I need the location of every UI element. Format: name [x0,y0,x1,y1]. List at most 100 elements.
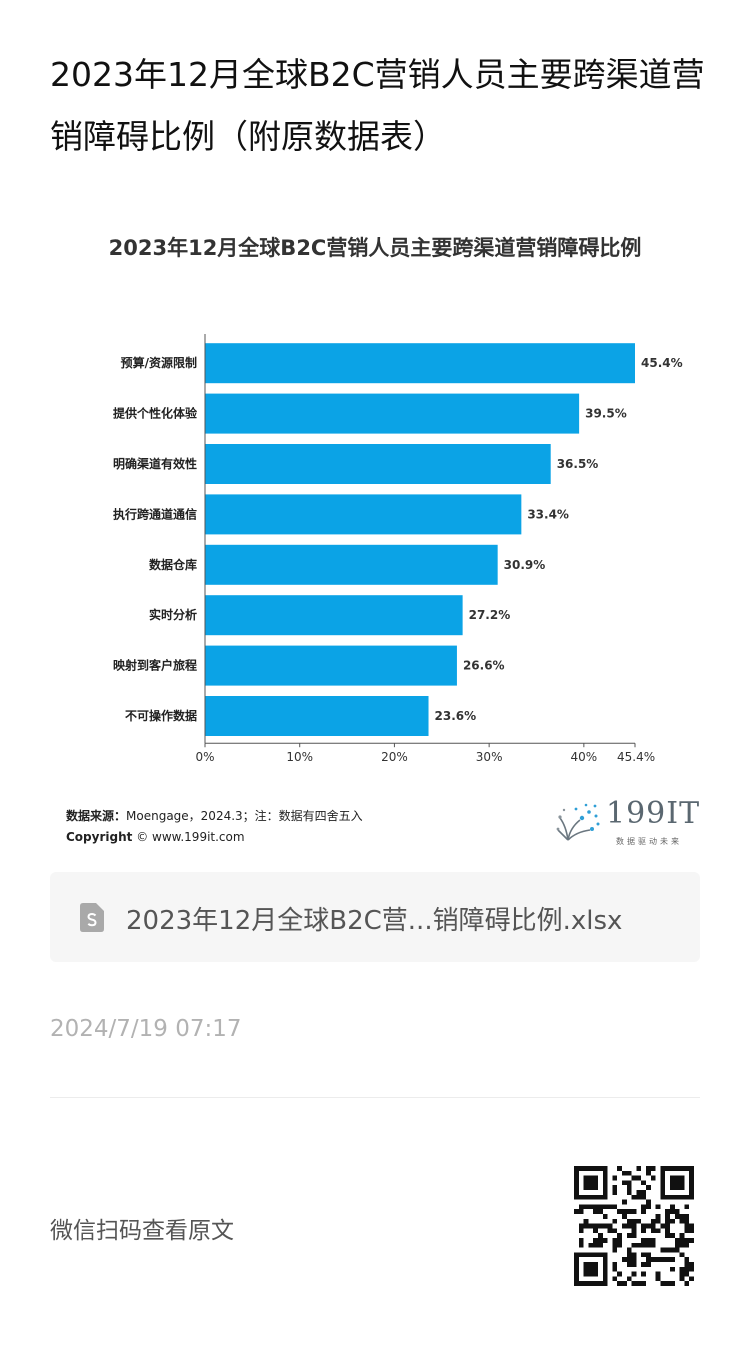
qr-module [602,1214,608,1219]
qr-module [626,1190,632,1195]
qr-module [583,1223,589,1229]
qr-module [650,1242,656,1248]
qr-module [684,1238,690,1243]
qr-module [593,1204,598,1210]
qr-module [665,1218,670,1224]
qr-module [684,1242,690,1248]
qr-module [670,1209,675,1214]
qr-module [660,1257,666,1262]
qr-module [626,1180,632,1186]
qr-module [670,1204,675,1210]
qr-module [646,1223,651,1229]
qr-module [583,1204,589,1210]
qr-code-icon[interactable] [574,1166,694,1286]
qr-module [674,1247,680,1253]
qr-module [641,1242,646,1248]
qr-module [679,1276,685,1282]
qr-module [626,1276,632,1282]
chart-source: 数据来源：Moengage，2024.3；注：数据有四舍五入 Copyright… [66,806,363,848]
qr-module [646,1262,651,1267]
qr-module [665,1257,670,1262]
qr-module [631,1194,637,1200]
qr-module [646,1252,651,1258]
qr-module [641,1180,646,1186]
qr-module [646,1204,651,1210]
category-label: 明确渠道有效性 [113,456,197,471]
qr-module [612,1185,618,1190]
qr-module [631,1271,637,1277]
category-label: 预算/资源限制 [121,355,197,370]
bar [205,595,463,636]
qr-module [607,1228,613,1234]
qr-module [631,1252,637,1258]
qr-module [631,1175,637,1181]
qr-module [612,1242,618,1248]
qr-module [679,1242,685,1248]
qr-module [612,1218,618,1224]
qr-module [665,1281,670,1286]
qr-module [617,1209,622,1214]
qr-module [655,1271,661,1277]
qr-module [612,1238,618,1243]
divider [50,1097,700,1098]
category-label: 映射到客户旅程 [113,658,197,673]
qr-module [578,1228,584,1234]
qr-module [674,1209,680,1214]
qr-module [617,1281,622,1286]
qr-module [670,1266,675,1272]
qr-module [626,1247,632,1253]
qr-module [641,1194,646,1200]
qr-module [626,1233,632,1238]
qr-module [617,1166,622,1171]
qr-module [622,1281,627,1286]
qr-module [646,1238,651,1243]
qr-module [588,1223,594,1229]
qr-module [626,1252,632,1258]
qr-module [646,1199,651,1205]
qr-module [670,1257,675,1262]
qr-module [622,1209,627,1214]
qr-module [650,1228,656,1234]
qr-module [679,1218,685,1224]
category-label: 实时分析 [149,607,197,622]
qr-module [641,1190,646,1195]
qr-module [650,1166,656,1171]
logo-subtitle: 数据驱动未来 [616,837,682,846]
qr-module [655,1204,661,1210]
qr-module [636,1242,642,1248]
qr-module [593,1228,598,1234]
qr-module [617,1238,622,1243]
qr-module [641,1209,646,1214]
data-label: 30.9% [504,558,546,572]
bar [205,444,551,484]
qr-module [670,1247,675,1253]
attachment-file-name[interactable]: 2023年12月全球B2C营...销障碍比例.xlsx [126,906,623,936]
category-label: 执行跨通道通信 [113,506,197,521]
qr-module [598,1209,603,1214]
qr-module [612,1228,618,1234]
qr-module [636,1218,642,1224]
data-label: 39.5% [585,407,627,421]
qr-module [684,1266,690,1272]
qr-module [665,1214,670,1219]
qr-module [612,1276,618,1282]
qr-module [598,1242,603,1248]
qr-module [598,1238,603,1243]
qr-module [665,1223,670,1229]
qr-module [622,1170,627,1176]
qr-module [660,1223,666,1229]
qr-module [626,1218,632,1224]
qr-module [636,1175,642,1181]
qr-module [574,1209,579,1214]
qr-module [641,1238,646,1243]
x-tick-label: 45.4% [617,750,655,764]
qr-module [626,1209,632,1214]
attachment-card[interactable]: 2023年12月全球B2C营...销障碍比例.xlsx [50,872,700,962]
qr-module [660,1281,666,1286]
qr-module [646,1257,651,1262]
qr-module [655,1218,661,1224]
qr-module [650,1218,656,1224]
qr-module [578,1223,584,1229]
qr-module [679,1238,685,1243]
qr-module [622,1214,627,1219]
